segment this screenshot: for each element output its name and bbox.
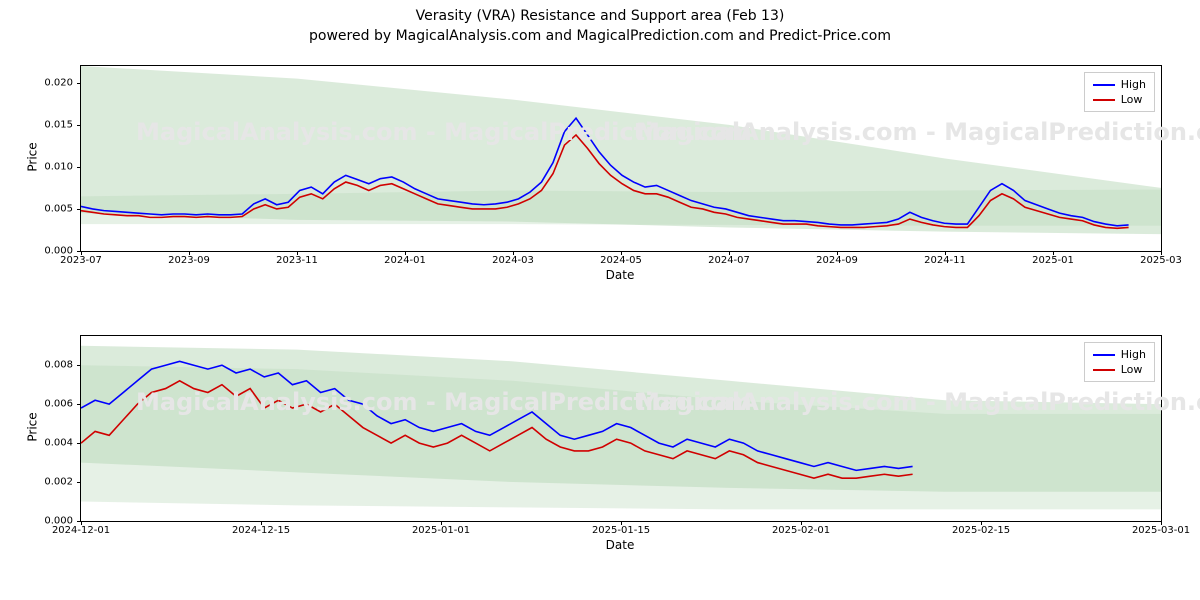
chart-panel-bottom: MagicalAnalysis.com - MagicalPrediction.… (80, 335, 1162, 522)
legend-label-high: High (1121, 348, 1146, 361)
x-tick-label: 2024-01 (384, 255, 426, 266)
chart-svg-bottom (81, 336, 1161, 521)
legend-item-low: Low (1093, 92, 1146, 107)
x-tick-label: 2024-05 (600, 255, 642, 266)
legend-swatch-low (1093, 99, 1115, 101)
x-tick-label: 2024-07 (708, 255, 750, 266)
legend-item-high: High (1093, 347, 1146, 362)
chart-subtitle: powered by MagicalAnalysis.com and Magic… (0, 24, 1200, 44)
legend-item-high: High (1093, 77, 1146, 92)
legend-swatch-low (1093, 369, 1115, 371)
x-tick-label: 2025-03 (1140, 255, 1182, 266)
x-tick-label: 2025-02-15 (952, 525, 1010, 536)
legend-box: High Low (1084, 342, 1155, 382)
y-axis-label: Price (26, 142, 40, 171)
x-tick-label: 2024-09 (816, 255, 858, 266)
x-tick-label: 2024-03 (492, 255, 534, 266)
legend-swatch-high (1093, 84, 1115, 86)
y-tick-label: 0.002 (33, 477, 73, 488)
legend-label-high: High (1121, 78, 1146, 91)
x-tick-label: 2024-12-15 (232, 525, 290, 536)
y-tick-label: 0.015 (33, 119, 73, 130)
legend-label-low: Low (1121, 93, 1143, 106)
x-tick-label: 2025-01 (1032, 255, 1074, 266)
x-tick-label: 2025-03-01 (1132, 525, 1190, 536)
x-axis-label: Date (80, 268, 1160, 282)
x-tick-label: 2023-11 (276, 255, 318, 266)
x-tick-label: 2025-01-01 (412, 525, 470, 536)
x-tick-label: 2025-01-15 (592, 525, 650, 536)
chart-container: Verasity (VRA) Resistance and Support ar… (0, 0, 1200, 600)
x-axis-label: Date (80, 538, 1160, 552)
x-tick-label: 2023-07 (60, 255, 102, 266)
legend-item-low: Low (1093, 362, 1146, 377)
x-tick-label: 2024-11 (924, 255, 966, 266)
y-tick-label: 0.020 (33, 77, 73, 88)
x-tick-label: 2023-09 (168, 255, 210, 266)
chart-svg-top (81, 66, 1161, 251)
legend-label-low: Low (1121, 363, 1143, 376)
legend-box: High Low (1084, 72, 1155, 112)
chart-panel-top: MagicalAnalysis.com - MagicalPrediction.… (80, 65, 1162, 252)
legend-swatch-high (1093, 354, 1115, 356)
y-tick-label: 0.008 (33, 360, 73, 371)
x-tick-label: 2024-12-01 (52, 525, 110, 536)
chart-title: Verasity (VRA) Resistance and Support ar… (0, 0, 1200, 24)
x-tick-label: 2025-02-01 (772, 525, 830, 536)
y-tick-label: 0.006 (33, 399, 73, 410)
y-tick-label: 0.005 (33, 203, 73, 214)
y-axis-label: Price (26, 412, 40, 441)
